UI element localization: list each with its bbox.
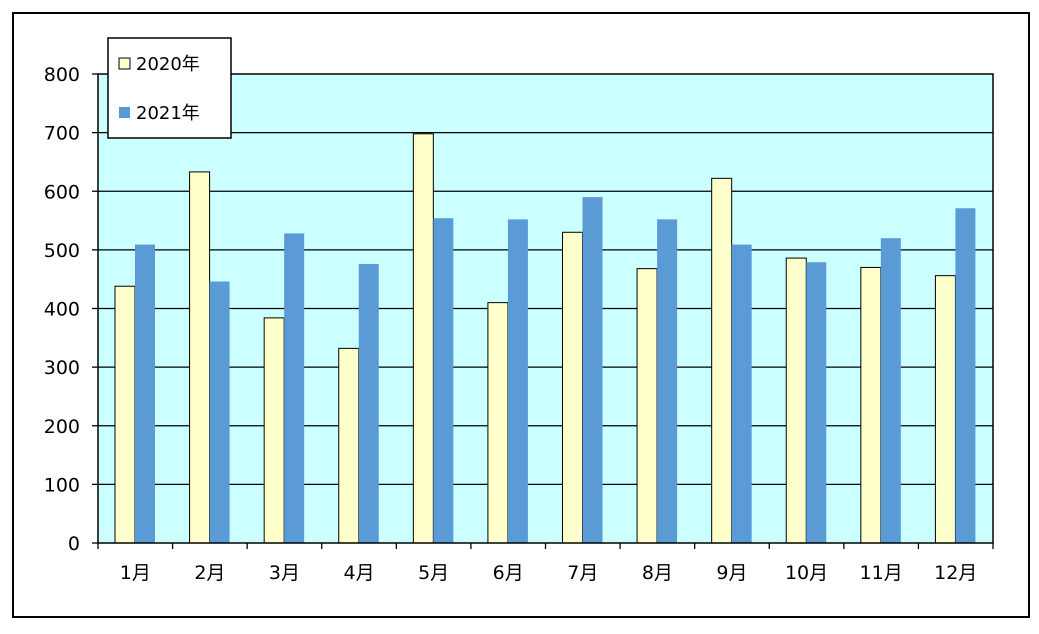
y-tick-label: 800 [44, 64, 80, 86]
bar-2020-7 [562, 231, 583, 544]
x-tick-label: 4月 [343, 562, 374, 584]
bar-2020-11 [860, 266, 882, 544]
bar-2021-3 [284, 233, 305, 543]
y-tick-label: 0 [68, 533, 80, 555]
y-tick-label: 600 [44, 181, 80, 203]
bar-2020-3 [263, 317, 285, 544]
x-tick-label: 10月 [785, 562, 828, 584]
y-tick-label: 700 [44, 123, 80, 145]
bar-2021-6 [507, 219, 528, 543]
legend-label-2021: 2021年 [136, 103, 200, 124]
x-tick-label: 8月 [642, 562, 673, 584]
x-tick-label: 9月 [716, 562, 747, 584]
y-tick-label: 100 [44, 474, 80, 496]
grid-lines [98, 131, 993, 486]
bar-2021-8 [657, 219, 678, 543]
bar-2021-7 [582, 197, 603, 544]
bars [114, 133, 976, 544]
x-axis-tick-labels: 1月 2月 3月 4月 5月 6月 7月 8月 9月 10月 11月 12月 [120, 562, 978, 584]
bar-2020-9 [711, 177, 733, 544]
y-tick-label: 200 [44, 416, 80, 438]
bar-2021-2 [209, 281, 230, 543]
legend-swatch-2020 [118, 57, 131, 70]
x-tick-label: 5月 [418, 562, 449, 584]
bar-2021-10 [806, 262, 827, 543]
x-tick-label: 6月 [493, 562, 524, 584]
x-tick-label: 12月 [934, 562, 977, 584]
bar-2021-4 [358, 263, 379, 543]
y-axis-tick-labels: 0 100 200 300 400 500 600 700 800 [44, 64, 80, 555]
y-tick-label: 400 [44, 299, 80, 321]
y-tick-label: 500 [44, 240, 80, 262]
bar-2021-9 [731, 244, 752, 543]
bar-2020-5 [412, 133, 434, 544]
x-tick-label: 7月 [567, 562, 598, 584]
bar-2020-6 [487, 302, 509, 544]
x-tick-label: 1月 [120, 562, 151, 584]
legend-label-2020: 2020年 [136, 54, 200, 75]
bar-2020-12 [934, 275, 956, 544]
bar-2021-12 [955, 208, 976, 543]
y-tick-label: 300 [44, 357, 80, 379]
bar-2021-11 [880, 238, 901, 543]
legend-swatch-2021 [119, 107, 130, 118]
legend: 2020年 2021年 [107, 37, 232, 139]
bar-2020-8 [636, 268, 658, 544]
x-tick-label: 2月 [194, 562, 225, 584]
bar-2020-4 [338, 347, 360, 544]
bar-2020-2 [189, 171, 211, 544]
legend-box [107, 37, 232, 139]
bar-2021-1 [135, 244, 155, 543]
bar-2021-5 [433, 218, 454, 543]
bar-2020-1 [114, 285, 136, 544]
x-tick-label: 11月 [860, 562, 903, 584]
x-tick-label: 3月 [269, 562, 300, 584]
bar-2020-10 [785, 257, 807, 544]
axes [92, 73, 994, 549]
